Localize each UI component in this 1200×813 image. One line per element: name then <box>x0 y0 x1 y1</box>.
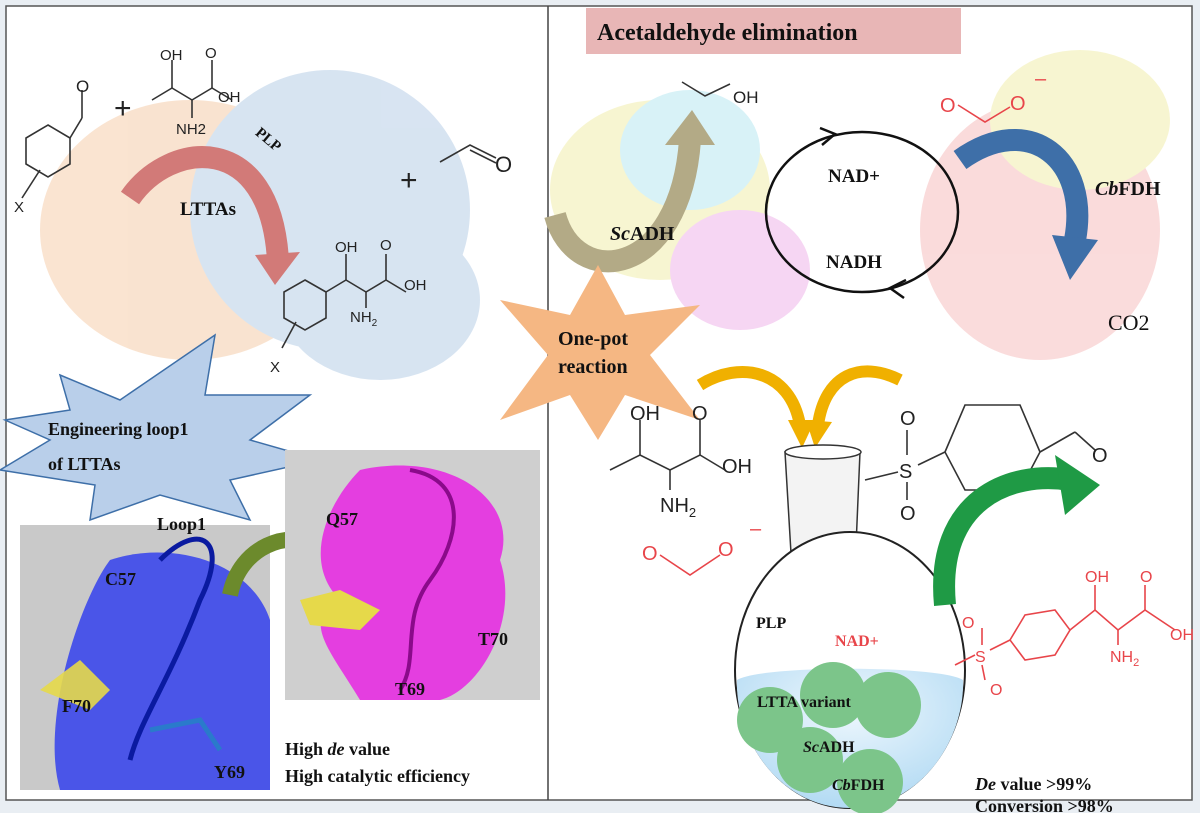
cbfdh-label: CbFDH <box>1095 178 1161 200</box>
one-pot-line2: reaction <box>558 356 628 378</box>
atom-s: S <box>899 461 912 483</box>
product-arrow <box>933 467 1072 607</box>
plus-sign: + <box>400 164 418 197</box>
f70-label: F70 <box>62 696 91 716</box>
aryl-serine-product-structure: OH O OH NH2 X <box>270 237 427 376</box>
title-box <box>586 8 961 54</box>
atom-o: O <box>76 77 89 96</box>
atom-oh: OH <box>160 47 183 64</box>
scadh-arrowhead <box>665 110 715 145</box>
negative-charge: – <box>750 518 762 540</box>
de-value-result: De value >99% <box>974 774 1092 794</box>
t69-label: T69 <box>395 679 425 699</box>
co2-label: CO2 <box>1108 310 1150 335</box>
atom-oh: OH <box>1085 569 1109 586</box>
formate-structure-top: O O – <box>940 68 1047 123</box>
atom-nh2: NH2 <box>1110 649 1139 669</box>
substrate-arrow-right <box>812 365 903 427</box>
atom-oh: OH <box>218 89 241 106</box>
atom-o: O <box>642 543 658 565</box>
substituent-x: X <box>270 359 280 376</box>
ltta-reaction-arrow <box>120 146 289 261</box>
substrate-arrow-left <box>696 366 806 427</box>
nad-cycle <box>764 130 960 294</box>
cycle-nad-plus: NAD+ <box>828 166 880 187</box>
atom-o: O <box>380 237 392 254</box>
variant-active-site-image <box>285 450 540 700</box>
atom-o: O <box>1010 93 1026 115</box>
reaction-flask <box>734 444 966 813</box>
loop1-label: Loop1 <box>157 514 206 534</box>
cbfdh-arrowhead <box>1052 235 1098 280</box>
atom-o: O <box>1140 569 1152 586</box>
atom-nh2: NH2 <box>660 495 696 520</box>
atom-o: O <box>900 408 916 430</box>
y69-label: Y69 <box>214 762 245 782</box>
methylsulfonyl-benzaldehyde-structure: S O O O <box>864 404 1108 525</box>
engineering-callout-line1: Engineering loop1 <box>48 419 189 439</box>
atom-o: O <box>940 95 956 117</box>
ltta-arrowhead <box>255 252 300 285</box>
atom-oh: OH <box>1170 627 1194 644</box>
flask-nad-plus-label: NAD+ <box>835 633 879 650</box>
substrate-arrowhead-right <box>806 420 832 448</box>
scadh-label: ScADH <box>610 223 675 245</box>
atom-o: O <box>1092 445 1108 467</box>
atom-oh: OH <box>335 239 358 256</box>
atom-oh: OH <box>404 277 427 294</box>
c57-label: C57 <box>105 569 136 589</box>
flask-cbfdh-label: CbFDH <box>832 777 885 794</box>
atom-oh: OH <box>722 456 752 478</box>
atom-nh2: NH2 <box>176 121 206 138</box>
atom-o: O <box>495 152 512 177</box>
flask-plp-label: PLP <box>756 615 786 632</box>
atom-oh: OH <box>733 88 759 107</box>
acetaldehyde-structure: O <box>439 144 512 177</box>
wildtype-active-site-image <box>20 525 271 790</box>
negative-charge: – <box>1035 68 1047 90</box>
formate-structure-lower: O O – <box>642 518 762 576</box>
atom-nh2: NH2 <box>350 309 378 329</box>
acetaldehyde-elimination-title: Acetaldehyde elimination <box>597 20 858 46</box>
atom-o: O <box>962 615 974 632</box>
outcome-line1: High de value <box>285 739 390 759</box>
cycle-arrowhead-bottom <box>887 278 907 300</box>
atom-oh: OH <box>630 403 660 425</box>
ethanol-structure: OH <box>681 81 759 107</box>
cbfdh-arrow <box>953 129 1089 243</box>
lttas-label: LTTAs <box>180 199 236 220</box>
atom-o: O <box>990 682 1002 699</box>
cycle-arrowhead-top <box>819 126 838 146</box>
atom-o: O <box>900 503 916 525</box>
outcome-line2: High catalytic efficiency <box>285 766 470 786</box>
conversion-result: Conversion >98% <box>975 796 1114 813</box>
plus-sign: + <box>114 92 132 125</box>
cycle-nadh: NADH <box>826 252 882 273</box>
q57-label: Q57 <box>326 509 358 529</box>
one-pot-star <box>500 265 700 440</box>
atom-o: O <box>205 45 217 62</box>
substituent-x: X <box>14 199 24 216</box>
t70-label: T70 <box>478 629 508 649</box>
aryl-aldehyde-structure: O X <box>14 77 89 216</box>
threonine-structure: OH O OH NH2 <box>151 45 241 138</box>
engineering-callout-line2: of LTTAs <box>48 454 121 474</box>
atom-o: O <box>718 539 734 561</box>
ltta-protein-background <box>40 70 480 380</box>
scadh-arrow <box>544 139 701 273</box>
threonine-structure-right: OH O OH NH2 <box>609 403 752 520</box>
flask-ltta-variant-label: LTTA variant <box>757 694 851 711</box>
sulfonyl-aryl-serine-product: S O O OH O OH NH2 <box>954 569 1194 699</box>
one-pot-line1: One-pot <box>558 328 628 350</box>
flask-scadh-label: ScADH <box>803 739 855 756</box>
product-arrowhead <box>1055 455 1100 515</box>
engineering-callout-star <box>0 333 321 522</box>
atom-o: O <box>692 403 708 425</box>
atom-s: S <box>975 649 986 666</box>
